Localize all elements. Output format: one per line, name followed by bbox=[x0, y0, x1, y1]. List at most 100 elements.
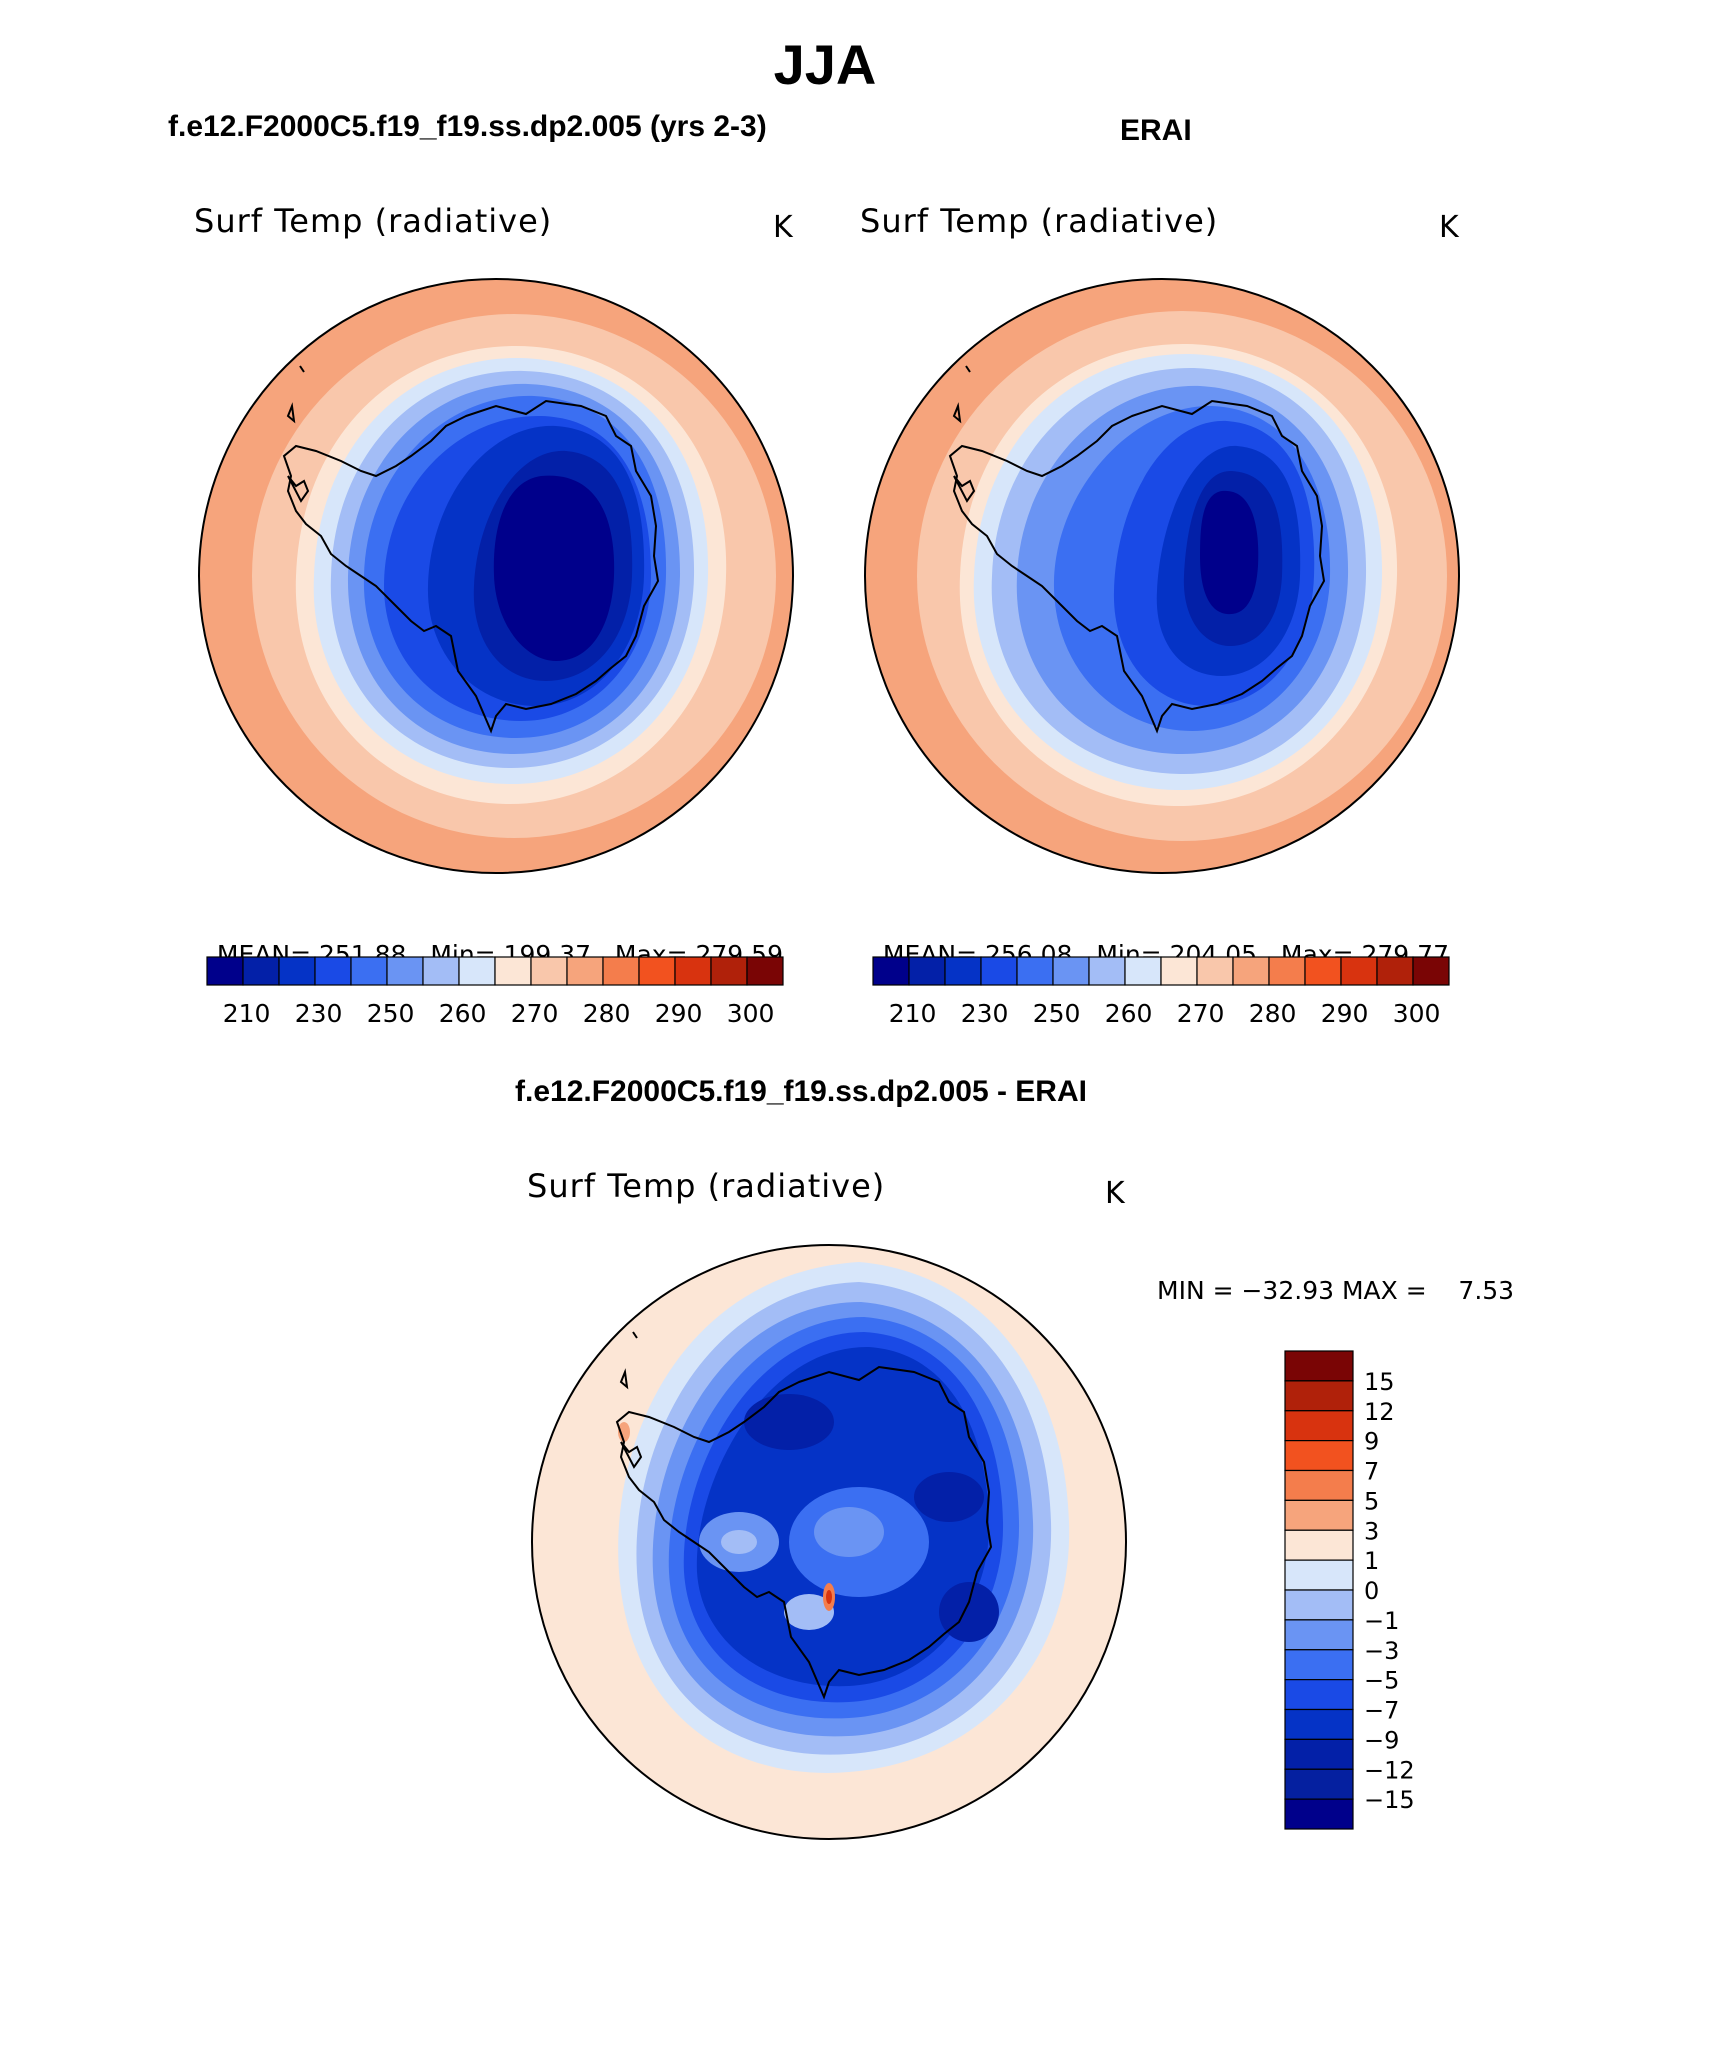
colorbar-swatch bbox=[674, 956, 712, 986]
coastline bbox=[952, 365, 971, 424]
colorbar-swatch bbox=[206, 956, 244, 986]
obs-case-label: ERAI bbox=[1120, 114, 1192, 147]
colorbar-swatch bbox=[1052, 956, 1090, 986]
map-frame bbox=[198, 278, 794, 874]
colorbar-tick-label: 290 bbox=[1321, 999, 1369, 1028]
colorbar-tick-label: 280 bbox=[1249, 999, 1297, 1028]
figure-title: JJA bbox=[773, 33, 877, 96]
colorbar-tick-label: 230 bbox=[295, 999, 343, 1028]
coastline bbox=[287, 475, 310, 503]
colorbar-swatch bbox=[1284, 1708, 1354, 1740]
colorbar-tick-label: −9 bbox=[1364, 1726, 1399, 1754]
colorbar-swatch bbox=[530, 956, 568, 986]
colorbar-swatch bbox=[1268, 956, 1306, 986]
diff-units: K bbox=[1105, 1176, 1125, 1211]
colorbar-tick-label: 210 bbox=[889, 999, 937, 1028]
colorbar-tick-label: 1 bbox=[1364, 1547, 1379, 1575]
model-map bbox=[198, 278, 794, 874]
colorbar-swatch bbox=[386, 956, 424, 986]
colorbar-swatch bbox=[1284, 1679, 1354, 1711]
colorbar-swatch bbox=[1284, 1649, 1354, 1681]
obs-units: K bbox=[1439, 210, 1459, 245]
coastline bbox=[953, 475, 976, 503]
colorbar-swatch bbox=[1340, 956, 1378, 986]
colorbar-swatch bbox=[242, 956, 280, 986]
colorbar-swatch bbox=[746, 956, 784, 986]
colorbar-tick-label: 12 bbox=[1364, 1398, 1395, 1426]
map-band bbox=[721, 1530, 757, 1554]
coastline bbox=[619, 1331, 638, 1390]
map-band bbox=[814, 1507, 884, 1557]
colorbar-swatch bbox=[1284, 1469, 1354, 1501]
map-band bbox=[744, 1394, 834, 1450]
colorbar-swatch bbox=[422, 956, 460, 986]
map-band bbox=[784, 1594, 834, 1630]
diff-case-label: f.e12.F2000C5.f19_f19.ss.dp2.005 - ERAI bbox=[515, 1075, 1087, 1108]
colorbar-swatch bbox=[1376, 956, 1414, 986]
map-band bbox=[914, 1472, 984, 1522]
map-band bbox=[1200, 490, 1259, 615]
colorbar-swatch bbox=[1160, 956, 1198, 986]
colorbar-tick-label: 260 bbox=[1105, 999, 1153, 1028]
colorbar-tick-label: 7 bbox=[1364, 1458, 1379, 1486]
coastline bbox=[615, 1365, 993, 1700]
coastline bbox=[282, 399, 660, 734]
model-case-label: f.e12.F2000C5.f19_f19.ss.dp2.005 (yrs 2-… bbox=[168, 110, 767, 143]
colorbar-tick-label: −1 bbox=[1364, 1607, 1399, 1635]
colorbar-swatch bbox=[1284, 1768, 1354, 1800]
obs-colorbar: 210 230 250 260 270 280 290 300 bbox=[872, 956, 1450, 1028]
colorbar-tick-label: 300 bbox=[727, 999, 775, 1028]
colorbar-tick-label: 9 bbox=[1364, 1428, 1379, 1456]
colorbar-swatch bbox=[1284, 1440, 1354, 1472]
model-plot-title: Surf Temp (radiative) bbox=[194, 202, 553, 240]
colorbar-tick-label: 15 bbox=[1364, 1368, 1395, 1396]
map-frame bbox=[864, 278, 1460, 874]
coastline bbox=[286, 365, 305, 424]
colorbar-swatch bbox=[1284, 1350, 1354, 1382]
colorbar-swatch bbox=[710, 956, 748, 986]
model-units: K bbox=[773, 210, 793, 245]
colorbar-swatch bbox=[1284, 1559, 1354, 1591]
colorbar-tick-label: 5 bbox=[1364, 1487, 1379, 1515]
colorbar-swatch bbox=[638, 956, 676, 986]
diff-minmax-stats: MIN = −32.93 MAX = 7.53 bbox=[1157, 1276, 1515, 1305]
colorbar-swatch bbox=[278, 956, 316, 986]
colorbar-swatch bbox=[1284, 1529, 1354, 1561]
colorbar-tick-label: 290 bbox=[655, 999, 703, 1028]
colorbar-swatch bbox=[980, 956, 1018, 986]
colorbar-tick-label: 3 bbox=[1364, 1517, 1379, 1545]
colorbar-swatch bbox=[1088, 956, 1126, 986]
colorbar-swatch bbox=[602, 956, 640, 986]
map-band bbox=[493, 475, 615, 661]
colorbar-swatch bbox=[1232, 956, 1270, 986]
colorbar-tick-label: 210 bbox=[223, 999, 271, 1028]
colorbar-swatch bbox=[458, 956, 496, 986]
obs-plot-title: Surf Temp (radiative) bbox=[860, 202, 1219, 240]
colorbar-swatch bbox=[1284, 1798, 1354, 1830]
colorbar-tick-label: −3 bbox=[1364, 1637, 1399, 1665]
diff-plot-title: Surf Temp (radiative) bbox=[527, 1167, 886, 1205]
colorbar-swatch bbox=[494, 956, 532, 986]
colorbar-tick-label: −12 bbox=[1364, 1756, 1415, 1784]
colorbar-tick-label: 270 bbox=[511, 999, 559, 1028]
colorbar-swatch bbox=[872, 956, 910, 986]
colorbar-swatch bbox=[566, 956, 604, 986]
colorbar-swatch bbox=[1284, 1499, 1354, 1531]
colorbar-tick-label: 250 bbox=[367, 999, 415, 1028]
colorbar-swatch bbox=[908, 956, 946, 986]
colorbar-swatch bbox=[1284, 1589, 1354, 1621]
colorbar-swatch bbox=[1284, 1380, 1354, 1412]
colorbar-swatch bbox=[1016, 956, 1054, 986]
colorbar-tick-label: −5 bbox=[1364, 1667, 1399, 1695]
colorbar-swatch bbox=[314, 956, 352, 986]
colorbar-swatch bbox=[944, 956, 982, 986]
colorbar-swatch bbox=[350, 956, 388, 986]
map-band bbox=[618, 1422, 630, 1442]
map-frame bbox=[531, 1244, 1127, 1840]
colorbar-swatch bbox=[1124, 956, 1162, 986]
colorbar-swatch bbox=[1304, 956, 1342, 986]
colorbar-tick-label: 260 bbox=[439, 999, 487, 1028]
colorbar-tick-label: −15 bbox=[1364, 1786, 1415, 1814]
colorbar-swatch bbox=[1284, 1410, 1354, 1442]
colorbar-tick-label: 280 bbox=[583, 999, 631, 1028]
